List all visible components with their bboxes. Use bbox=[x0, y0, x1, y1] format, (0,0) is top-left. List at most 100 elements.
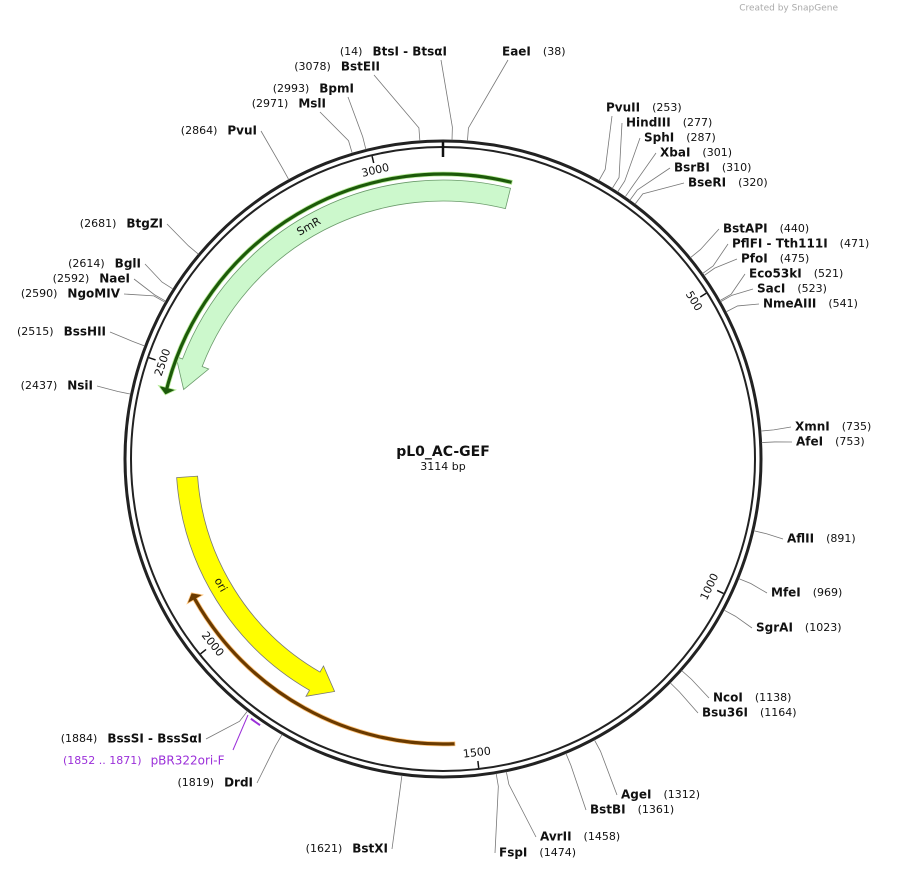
enzyme-position: (1138) bbox=[755, 691, 792, 704]
enzyme-name: EaeI bbox=[502, 45, 531, 59]
enzyme-name: NcoI bbox=[713, 691, 743, 705]
enzyme-lead bbox=[373, 74, 421, 141]
enzyme-position: (523) bbox=[797, 282, 827, 295]
enzyme-name: XbaI bbox=[660, 146, 690, 160]
enzyme-position: (320) bbox=[738, 176, 768, 189]
primer-arrow bbox=[157, 171, 513, 396]
enzyme-name: SacI bbox=[757, 282, 785, 296]
feature-arrow bbox=[176, 475, 336, 697]
enzyme-position: (310) bbox=[722, 161, 752, 174]
enzyme-name: BstEII bbox=[341, 60, 380, 74]
enzyme-lead bbox=[702, 243, 729, 274]
enzyme-lead bbox=[624, 152, 657, 198]
enzyme-name: Eco53kI bbox=[749, 267, 802, 281]
enzyme-position: (2614) bbox=[68, 257, 105, 270]
enzyme-position: (1474) bbox=[539, 846, 576, 859]
enzyme-lead bbox=[467, 59, 509, 141]
enzyme-lead bbox=[319, 111, 353, 154]
enzyme-lead bbox=[611, 122, 623, 189]
enzyme-lead bbox=[761, 441, 793, 443]
enzyme-position: (969) bbox=[813, 586, 843, 599]
enzyme-position: (301) bbox=[702, 146, 732, 159]
primer-site bbox=[250, 717, 261, 727]
enzyme-lead bbox=[505, 771, 537, 838]
enzyme-lead bbox=[634, 182, 685, 205]
enzyme-name: NaeI bbox=[99, 272, 130, 286]
enzyme-lead bbox=[494, 773, 499, 854]
enzyme-name: SgrAI bbox=[756, 621, 793, 635]
enzyme-name: PvuII bbox=[606, 101, 640, 115]
enzyme-lead bbox=[96, 385, 131, 395]
enzyme-name: BssSI - BssSαI bbox=[107, 732, 202, 746]
enzyme-position: (2592) bbox=[53, 272, 90, 285]
enzyme-position: (2515) bbox=[17, 325, 54, 338]
feature-arrow bbox=[175, 179, 511, 391]
enzyme-name: BssHII bbox=[64, 325, 106, 339]
map-size: 3114 bp bbox=[420, 460, 465, 473]
enzyme-name: XmnI bbox=[795, 420, 830, 434]
enzyme-lead bbox=[260, 130, 290, 180]
tick bbox=[477, 760, 480, 769]
primer-name: pBR322ori-F bbox=[151, 754, 225, 768]
enzyme-position: (38) bbox=[543, 45, 566, 58]
enzyme-lead bbox=[205, 710, 248, 740]
enzyme-name: PvuI bbox=[227, 124, 257, 138]
enzyme-name: BtgZI bbox=[126, 217, 163, 231]
enzyme-name: BseRI bbox=[688, 176, 726, 190]
enzyme-position: (1621) bbox=[306, 842, 343, 855]
enzyme-lead bbox=[598, 115, 613, 181]
enzyme-lead bbox=[760, 426, 792, 432]
enzyme-position: (1023) bbox=[805, 621, 842, 634]
enzyme-name: NsiI bbox=[67, 379, 93, 393]
enzyme-name: Bsu36I bbox=[702, 706, 748, 720]
feature-label: ori bbox=[211, 575, 229, 594]
enzyme-position: (287) bbox=[686, 131, 716, 144]
enzyme-lead bbox=[738, 578, 768, 594]
enzyme-position: (521) bbox=[814, 267, 844, 280]
enzyme-position: (471) bbox=[840, 237, 870, 250]
enzyme-name: HindIII bbox=[626, 116, 671, 130]
enzyme-name: BstAPI bbox=[723, 222, 768, 236]
enzyme-lead bbox=[669, 682, 699, 714]
tick bbox=[699, 292, 707, 298]
tick-label: 500 bbox=[683, 289, 705, 314]
enzyme-lead bbox=[144, 263, 174, 290]
enzyme-name: BpmI bbox=[319, 82, 354, 96]
primer-lead bbox=[232, 714, 249, 751]
enzyme-position: (1164) bbox=[760, 706, 797, 719]
tick bbox=[371, 156, 375, 164]
enzyme-lead bbox=[617, 137, 641, 193]
primer-arrow bbox=[186, 592, 456, 747]
enzyme-position: (2681) bbox=[80, 217, 117, 230]
enzyme-lead bbox=[720, 288, 754, 303]
tick-label: 2000 bbox=[199, 629, 227, 659]
enzyme-lead bbox=[440, 59, 453, 141]
enzyme-position: (1458) bbox=[584, 830, 621, 843]
enzyme-name: MslI bbox=[298, 97, 326, 111]
enzyme-name: BglI bbox=[115, 257, 141, 271]
enzyme-lead bbox=[565, 753, 587, 811]
enzyme-position: (891) bbox=[826, 532, 856, 545]
enzyme-lead bbox=[166, 223, 199, 255]
enzyme-name: NmeAIII bbox=[763, 297, 816, 311]
enzyme-position: (14) bbox=[340, 45, 363, 58]
enzyme-name: DrdI bbox=[224, 776, 253, 790]
tick bbox=[716, 589, 724, 595]
enzyme-lead bbox=[690, 228, 720, 258]
credit: Created by SnapGene bbox=[739, 4, 838, 14]
enzyme-name: BsrBI bbox=[674, 161, 710, 175]
enzyme-lead bbox=[109, 331, 145, 347]
enzyme-position: (541) bbox=[828, 297, 858, 310]
enzyme-position: (1819) bbox=[177, 776, 214, 789]
enzyme-lead bbox=[723, 609, 753, 629]
enzyme-lead bbox=[391, 775, 403, 850]
enzyme-lead bbox=[719, 273, 746, 301]
enzyme-position: (253) bbox=[652, 101, 682, 114]
enzyme-lead bbox=[629, 167, 671, 201]
enzyme-position: (1884) bbox=[61, 732, 98, 745]
enzyme-position: (1312) bbox=[663, 788, 700, 801]
enzyme-position: (475) bbox=[780, 252, 810, 265]
enzyme-name: AflII bbox=[787, 532, 814, 546]
tick-label: 3000 bbox=[360, 161, 390, 180]
